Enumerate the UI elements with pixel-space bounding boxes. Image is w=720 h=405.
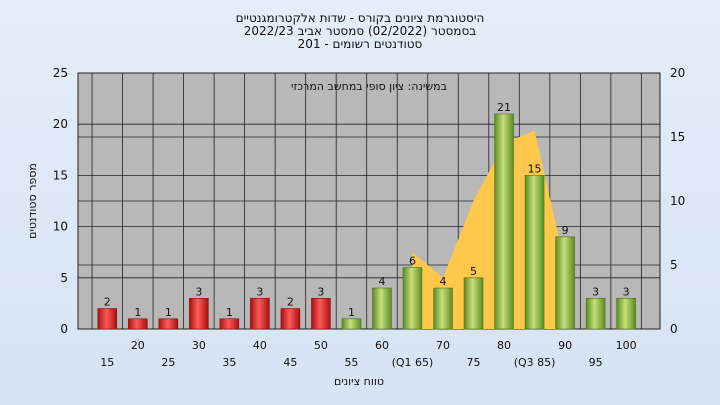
y-axis-title: מספר סטודנטים [26, 163, 39, 239]
y2-tick-label: 5 [670, 258, 678, 272]
bar-value-label: 21 [497, 101, 511, 114]
bar-value-label: 1 [134, 306, 141, 319]
chart-subtitle: במשינה: ציון סופי במחשב המרכזי [291, 80, 447, 93]
chart-title-line-2: בסמסטר (02/2022) סמסטר אביב 2022/23 [243, 24, 477, 38]
x-tick-label: 45 [283, 356, 297, 369]
bar-value-label: 3 [592, 285, 599, 298]
x-tick-label: 40 [253, 339, 267, 352]
x-axis-title: טווח ציונים [334, 375, 384, 388]
bar [402, 267, 423, 330]
x-tick-label: 80 [497, 339, 511, 352]
y-tick-label: 5 [60, 271, 68, 285]
x-tick-label: 15 [100, 356, 114, 369]
bar-value-label: 4 [440, 275, 447, 288]
bar [494, 113, 514, 330]
bar-value-label: 6 [409, 255, 416, 268]
x-tick-label: 30 [192, 339, 206, 352]
bar [128, 318, 148, 330]
bar-value-label: 3 [256, 285, 263, 298]
x-tick-label: 60 [375, 339, 389, 352]
chart-title-line-1: היסטוגרמת ציונים בקורס - שדות אלקטרומגנט… [235, 11, 485, 25]
bar-value-label: 3 [317, 285, 324, 298]
bar [97, 308, 118, 330]
bar [189, 297, 209, 330]
y-tick-label: 15 [53, 168, 68, 182]
x-tick-label: 90 [558, 339, 572, 352]
bar [280, 308, 301, 330]
bar [433, 287, 453, 330]
x-tick-label: 95 [589, 356, 603, 369]
bar [250, 297, 270, 330]
bar-value-label: 1 [226, 306, 233, 319]
bar-value-label: 3 [195, 285, 202, 298]
bar [585, 297, 606, 330]
bar [555, 236, 575, 330]
bar [524, 175, 545, 330]
bar [463, 277, 484, 330]
bar-value-label: 9 [562, 224, 569, 237]
x-tick-label: 50 [314, 339, 328, 352]
bar-value-label: 4 [378, 275, 385, 288]
bar-value-label: 15 [528, 162, 542, 175]
chart-title-line-3: סטודנטים רשומים - 201 [297, 37, 423, 51]
y-tick-label: 25 [53, 66, 68, 80]
bar-value-label: 1 [348, 306, 355, 319]
x-tick-label: 70 [436, 339, 450, 352]
bar [372, 287, 392, 330]
x-tick-label: 100 [616, 339, 637, 352]
x-tick-label: 35 [222, 356, 236, 369]
bar-value-label: 2 [104, 296, 111, 309]
bar [311, 297, 331, 330]
y2-tick-label: 0 [670, 322, 678, 336]
bar [616, 297, 636, 330]
y2-tick-label: 20 [670, 66, 685, 80]
y-tick-label: 20 [53, 117, 68, 131]
y-tick-label: 0 [60, 322, 68, 336]
x-tick-label: 75 [467, 356, 481, 369]
y2-tick-label: 10 [670, 194, 685, 208]
bar-value-label: 1 [165, 306, 172, 319]
x-tick-label: 25 [161, 356, 175, 369]
bar [158, 318, 179, 330]
bar-value-label: 3 [623, 285, 630, 298]
x-tick-label: (Q3 85) [514, 356, 556, 369]
bar-value-label: 5 [470, 265, 477, 278]
y-tick-label: 10 [53, 220, 68, 234]
bar-value-label: 2 [287, 296, 294, 309]
x-tick-label: 55 [344, 356, 358, 369]
x-tick-label: (Q1 65) [392, 356, 434, 369]
bar [341, 318, 362, 330]
x-tick-label: 20 [131, 339, 145, 352]
y2-tick-label: 15 [670, 130, 685, 144]
bar [219, 318, 240, 330]
